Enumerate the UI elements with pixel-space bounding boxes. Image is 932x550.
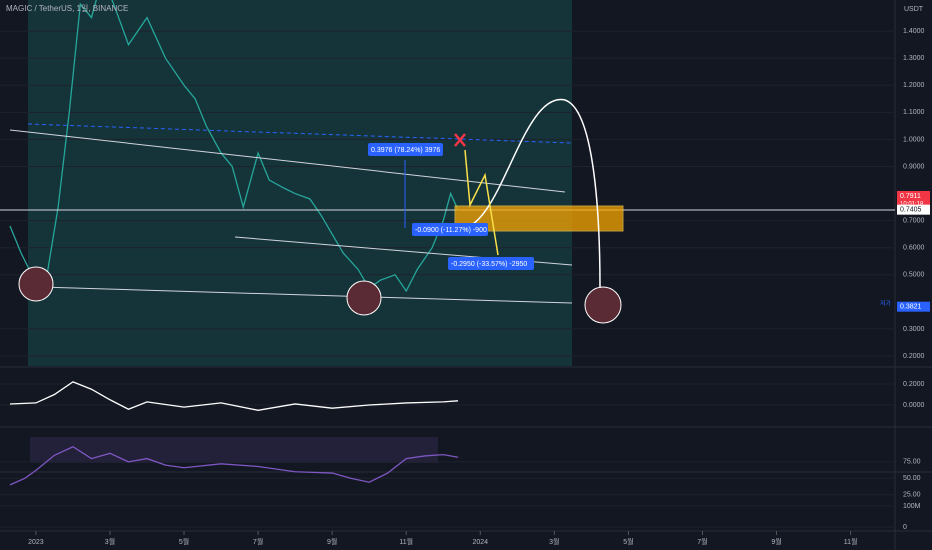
x-tick-label: 3월 [105, 537, 115, 546]
price-line [9, 0, 459, 293]
x-tick-label: 9월 [771, 537, 781, 546]
measure-box [412, 223, 488, 236]
price-tag: 저가 [880, 299, 892, 307]
price-marker [897, 301, 930, 312]
y-tick-label: 25.00 [903, 492, 921, 499]
y-tick-label: 0.5000 [903, 272, 925, 279]
measure-label: -0.0900 (-11.27%) -900 [415, 227, 487, 234]
price-marker-label: 0.3821 [900, 304, 922, 311]
plot-area [0, 0, 895, 357]
symbol-header: MAGIC / TetherUS, 1일, BINANCE [6, 4, 128, 13]
circle-marker [346, 280, 382, 316]
price-marker [897, 204, 930, 215]
price-line [9, 446, 459, 486]
trendline [9, 129, 566, 193]
countdown: 10:01:18 [900, 202, 924, 208]
y-tick-label: 0 [903, 524, 907, 531]
y-tick-label: 1.3000 [903, 55, 925, 62]
measure-box [448, 257, 534, 270]
y-tick-label: 75.00 [903, 459, 921, 466]
y-tick-label: 0.2000 [903, 381, 925, 388]
projection-zigzag [464, 149, 499, 256]
x-mark [454, 133, 466, 147]
x-tick-label: 3월 [549, 537, 559, 546]
y-tick-label: 100M [903, 503, 921, 510]
x-tick-label: 7월 [697, 537, 707, 546]
y-tick-label: 0.3000 [903, 326, 925, 333]
circle-marker [18, 266, 54, 302]
range-highlight [28, 0, 572, 366]
x-tick-label: 2024 [472, 539, 488, 546]
measure-label: -0.2950 (-33.57%) -2950 [451, 261, 527, 268]
y-tick-label: 0.6000 [903, 245, 925, 252]
drawings [0, 99, 895, 324]
x-tick-label: 9월 [327, 537, 337, 546]
measure-label: 0.3976 (78.24%) 3976 [371, 147, 440, 154]
x-tick-label: 2023 [28, 539, 44, 546]
x-tick-label: 11월 [399, 537, 413, 546]
x-tick-label: 7월 [253, 537, 263, 546]
trendline [39, 286, 573, 304]
y-tick-label: 0.2000 [903, 353, 925, 360]
y-tick-label: 1.1000 [903, 109, 925, 116]
price-marker-label: 0.7911 [900, 193, 921, 200]
price-marker [897, 190, 930, 208]
currency: USDT [904, 6, 924, 13]
circle-marker [584, 286, 622, 324]
y-tick-label: 0.7000 [903, 217, 925, 224]
price-marker-label: 0.7405 [900, 207, 922, 214]
y-tick-label: 1.2000 [903, 82, 925, 89]
measure-box [368, 143, 443, 156]
price-line [9, 381, 459, 411]
y-tick-label: 1.0000 [903, 136, 925, 143]
y-tick-label: 0.9000 [903, 163, 925, 170]
y-tick-label: 1.4000 [903, 28, 925, 35]
x-tick-label: 5월 [179, 537, 189, 546]
y-tick-label: 0.0000 [903, 402, 925, 409]
rsi-band [30, 437, 438, 463]
x-tick-label: 5월 [623, 537, 633, 546]
y-tick-label: 50.00 [903, 475, 921, 482]
x-tick-label: 11월 [844, 537, 858, 546]
